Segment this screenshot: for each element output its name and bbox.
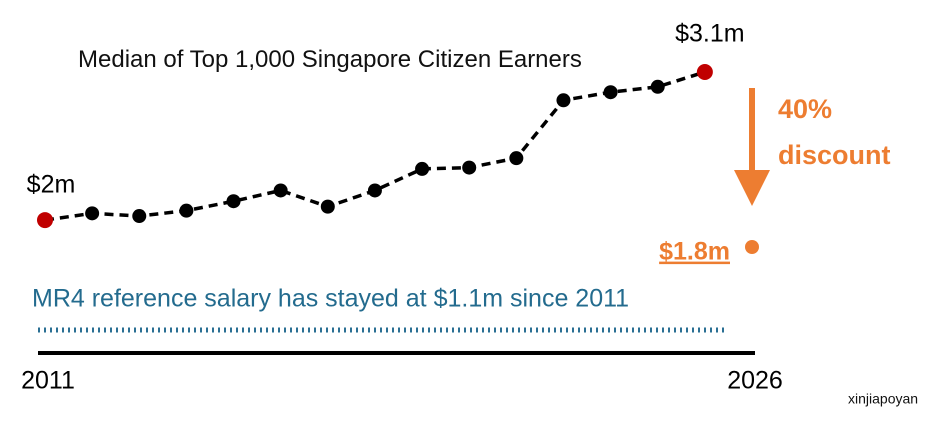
point	[179, 203, 194, 218]
watermark: xinjiapoyan	[848, 391, 918, 407]
point	[603, 85, 618, 100]
point	[650, 79, 665, 94]
point	[696, 64, 713, 80]
annotation: 40% discount	[778, 94, 891, 170]
value-label: $3.1m	[675, 20, 744, 48]
note: MR4 reference salary has stayed at $1.1m…	[32, 285, 629, 313]
point	[85, 206, 100, 221]
point	[745, 240, 759, 254]
chart-title: Median of Top 1,000 Singapore Citizen Ea…	[78, 46, 582, 73]
point	[415, 161, 430, 176]
x-tick-label: 2011	[21, 367, 75, 395]
point	[320, 199, 335, 214]
point	[509, 151, 524, 166]
value-label: $2m	[27, 171, 76, 199]
value-label: $1.8m	[659, 238, 730, 266]
point	[556, 93, 571, 108]
point	[462, 160, 477, 175]
point	[132, 209, 147, 224]
point	[273, 183, 288, 198]
x-tick-label: 2026	[727, 367, 783, 395]
point	[226, 194, 241, 209]
point	[37, 212, 53, 229]
point	[367, 183, 382, 198]
